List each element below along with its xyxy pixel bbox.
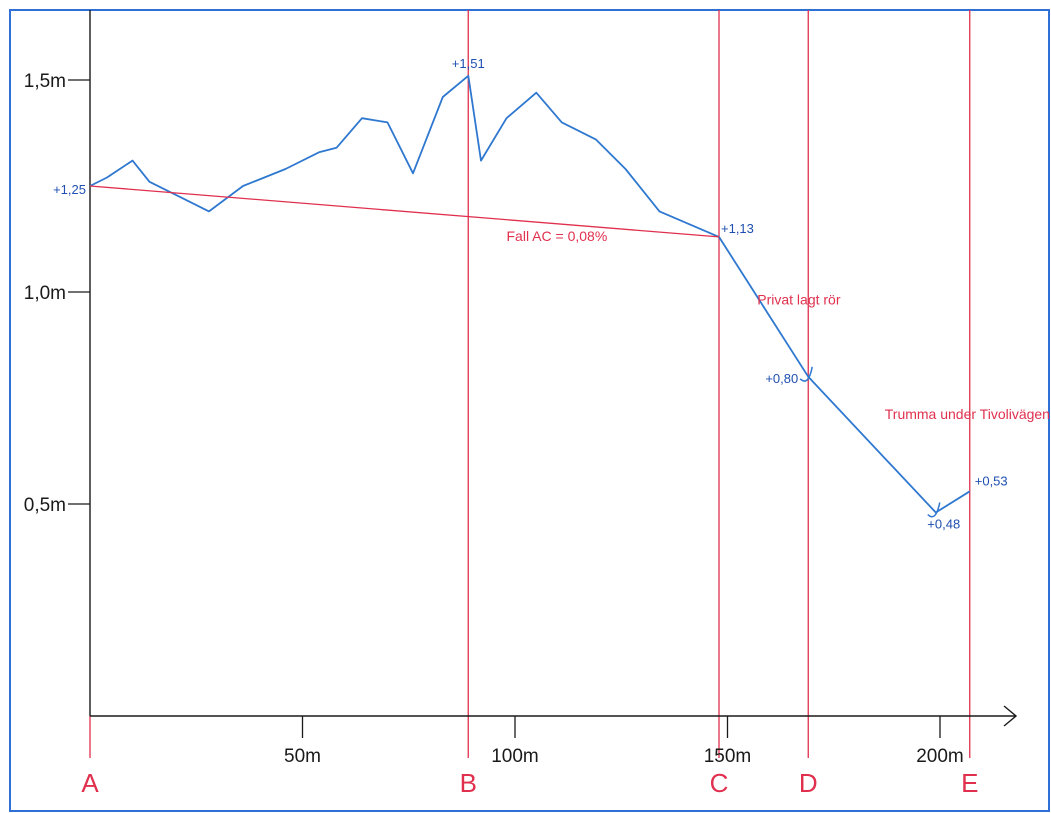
station-label-b: B [460, 768, 477, 798]
x-tick-label: 50m [284, 746, 321, 767]
pipe-bend-mark [927, 502, 941, 518]
y-tick-label: 1,5m [24, 71, 66, 92]
elevation-label: +0,48 [927, 516, 960, 531]
x-axis-arrow [1003, 705, 1018, 727]
elevation-label: +1,25 [53, 182, 86, 197]
station-label-c: C [710, 768, 729, 798]
elevation-label: +0,53 [975, 473, 1008, 488]
elevation-label: +0,80 [765, 371, 798, 386]
y-tick-label: 0,5m [24, 495, 66, 516]
pipe-bend-mark [799, 366, 813, 382]
x-tick-label: 150m [704, 746, 752, 767]
slope-line-ac [89, 185, 720, 238]
elevation-label: +1,51 [452, 56, 485, 71]
chart-frame [9, 9, 1050, 812]
annotation-label: Privat lagt rör [757, 292, 841, 308]
pipe-profile-line [718, 236, 971, 514]
station-label-a: A [81, 768, 99, 798]
annotation-label: Fall AC = 0,08% [507, 228, 608, 244]
station-label-d: D [799, 768, 818, 798]
station-label-e: E [961, 768, 978, 798]
y-tick-label: 1,0m [24, 283, 66, 304]
annotation-label: Trumma under Tivolivägen [885, 406, 1050, 422]
elevation-label: +1,13 [721, 221, 754, 236]
x-tick-label: 100m [491, 746, 539, 767]
x-tick-label: 200m [916, 746, 964, 767]
